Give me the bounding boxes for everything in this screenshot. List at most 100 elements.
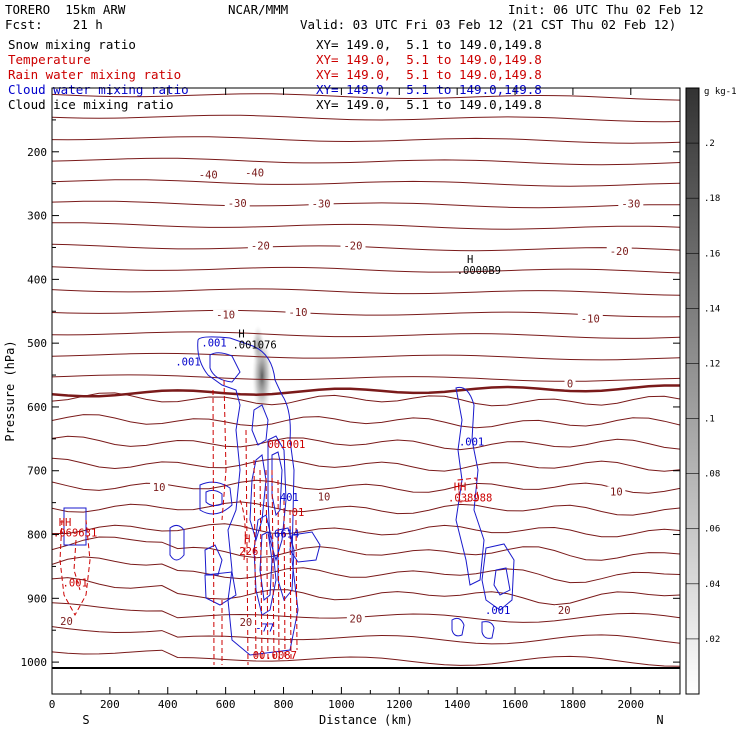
mixing-ratio-label: H bbox=[238, 329, 244, 341]
field-name-snow: Snow mixing ratio bbox=[8, 37, 136, 52]
mixing-ratio-labels: .001.001H.00107600100140101.6614H22600.0… bbox=[53, 254, 510, 662]
init-time: Init: 06 UTC Thu 02 Feb 12 bbox=[508, 2, 704, 17]
isotherm-line bbox=[52, 288, 680, 296]
freezing-level-line bbox=[52, 384, 680, 398]
isotherm-line bbox=[52, 179, 680, 187]
rain-water-contour bbox=[457, 477, 479, 503]
rain-water-contours bbox=[59, 379, 479, 666]
temperature-label: -40 bbox=[245, 167, 264, 179]
y-tick-label: 700 bbox=[27, 465, 47, 478]
isotherm-line bbox=[52, 414, 680, 429]
temperature-label: -20 bbox=[251, 241, 270, 253]
mixing-ratio-label: .6614 bbox=[268, 528, 300, 540]
x-tick-label: 1800 bbox=[560, 698, 587, 711]
valid-time: Valid: 03 UTC Fri 03 Feb 12 (21 CST Thu … bbox=[300, 17, 677, 32]
cloud-water-contour bbox=[169, 524, 185, 561]
x-tick-label: 1400 bbox=[444, 698, 471, 711]
colorbar-unit: g kg-1 bbox=[704, 87, 737, 97]
mixing-ratio-label: .069631 bbox=[53, 528, 97, 540]
isotherm-line bbox=[52, 523, 680, 538]
colorbar-tick-label: .02 bbox=[704, 635, 720, 645]
cloud-water-contour bbox=[63, 507, 87, 546]
mixing-ratio-label: 00.0087 bbox=[253, 650, 297, 662]
temperature-label-bg bbox=[57, 615, 76, 627]
temperature-label-bg bbox=[315, 491, 334, 503]
isotherm-line bbox=[52, 602, 680, 623]
model-title: TORERO 15km ARW bbox=[5, 2, 126, 17]
x-tick-label: 1200 bbox=[386, 698, 413, 711]
colorbar-tick-label: .06 bbox=[704, 525, 720, 535]
temperature-label-bg bbox=[618, 198, 644, 210]
isotherm-line bbox=[52, 374, 680, 382]
cloud-water-contour bbox=[259, 531, 273, 601]
mixing-ratio-label: .001076 bbox=[232, 339, 276, 351]
field-xy-cloud-ice: XY= 149.0, 5.1 to 149.0,149.8 bbox=[316, 97, 542, 112]
isotherm-line bbox=[52, 649, 680, 667]
field-xy-temperature: XY= 149.0, 5.1 to 149.0,149.8 bbox=[316, 52, 542, 67]
rain-water-contour bbox=[221, 379, 227, 521]
isotherm-line bbox=[52, 352, 680, 361]
mixing-ratio-label: 226 bbox=[239, 546, 258, 558]
x-tick-label: 0 bbox=[49, 698, 56, 711]
mixing-ratio-label: .038988 bbox=[448, 493, 492, 505]
forecast-hour: Fcst: 21 h bbox=[5, 17, 103, 32]
isotherm-line bbox=[52, 136, 680, 144]
isotherm-line bbox=[52, 626, 680, 645]
rain-water-contour bbox=[59, 519, 91, 617]
center-label: NCAR/MMM bbox=[228, 2, 289, 17]
isotherm-line bbox=[52, 479, 680, 494]
y-tick-label: 600 bbox=[27, 401, 47, 414]
colorbar-tick-label: .18 bbox=[704, 194, 720, 204]
mixing-ratio-label: .001 bbox=[63, 577, 88, 589]
x-axis-title: Distance (km) bbox=[319, 713, 413, 727]
isotherm-line bbox=[52, 331, 680, 339]
isotherm-line bbox=[52, 114, 680, 123]
colorbar-tick-label: .14 bbox=[704, 304, 720, 314]
rain-water-contour bbox=[212, 389, 215, 666]
mixing-ratio-label: H bbox=[244, 533, 250, 545]
cloud-water-contour bbox=[204, 571, 237, 606]
x-tick-label: 600 bbox=[216, 698, 236, 711]
y-tick-label: 200 bbox=[27, 146, 47, 159]
temperature-label: -20 bbox=[343, 241, 362, 253]
temperature-label-bg bbox=[564, 378, 576, 390]
temperature-label-bg bbox=[285, 307, 311, 319]
temperature-label: -40 bbox=[199, 169, 218, 181]
rain-water-contour bbox=[239, 499, 246, 561]
colorbar: g kg-1 .02 .04 .06 .08 .1 .12 .14 .16 .18 .2 bbox=[685, 87, 737, 695]
temperature-label: -10 bbox=[289, 307, 308, 319]
cloud-water-contour bbox=[455, 386, 485, 586]
mixing-ratio-label: .001 bbox=[485, 605, 510, 617]
rain-water-contour bbox=[253, 459, 257, 661]
cloud-water-contour bbox=[493, 567, 511, 596]
colorbar-tick-label: .04 bbox=[704, 580, 720, 590]
x-tick-label: 400 bbox=[158, 698, 178, 711]
temperature-label: 20 bbox=[240, 617, 253, 629]
cloud-water-contour bbox=[205, 489, 223, 507]
y-tick-label: 500 bbox=[27, 337, 47, 350]
cloud-water-contour bbox=[251, 404, 269, 446]
x-tick-label: 1600 bbox=[502, 698, 529, 711]
isotherm-line bbox=[52, 392, 680, 407]
rain-water-contour bbox=[289, 509, 292, 661]
cloud-water-contour bbox=[197, 336, 299, 656]
temperature-label: 20 bbox=[60, 616, 73, 628]
mixing-ratio-label: .001 bbox=[201, 338, 226, 350]
cloud-water-contour bbox=[277, 527, 295, 602]
mixing-ratio-label: HH bbox=[454, 482, 467, 494]
colorbar-tick-label: .1 bbox=[704, 415, 715, 425]
mixing-ratio-label: .001 bbox=[459, 436, 484, 448]
temperature-label-bg bbox=[607, 486, 626, 498]
temperature-label: -10 bbox=[216, 310, 235, 322]
field-name-cloud-ice: Cloud ice mixing ratio bbox=[8, 97, 174, 112]
temperature-label: 10 bbox=[153, 482, 166, 494]
isotherm-line bbox=[52, 222, 680, 230]
colorbar-bar bbox=[685, 87, 700, 695]
x-axis-south-label: S bbox=[82, 713, 89, 727]
temperature-label-bg bbox=[606, 245, 632, 257]
mixing-ratio-label: H bbox=[467, 254, 473, 266]
y-tick-label: 900 bbox=[27, 592, 47, 605]
x-tick-label: 1000 bbox=[328, 698, 355, 711]
